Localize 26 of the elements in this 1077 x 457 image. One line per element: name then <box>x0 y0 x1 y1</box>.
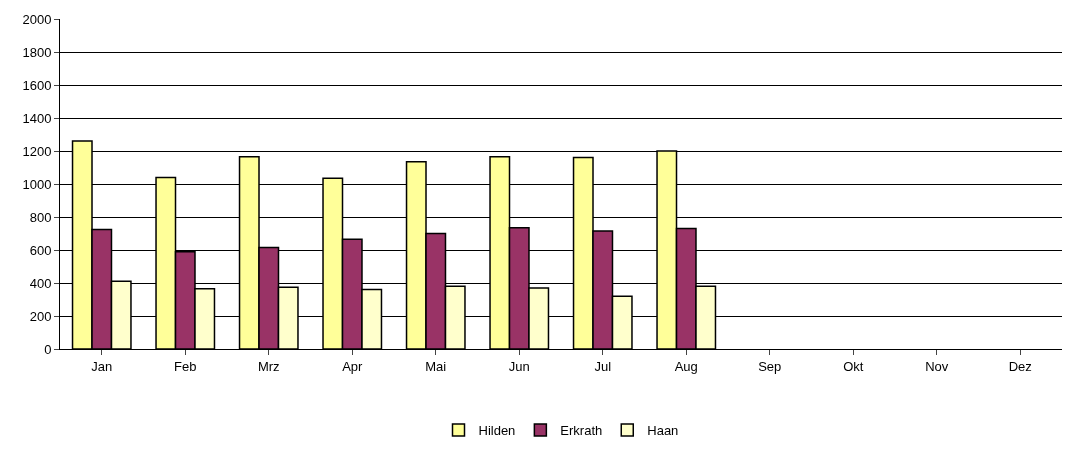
x-tick-label: Jun <box>508 358 530 374</box>
y-tick-label: 600 <box>29 242 52 258</box>
x-tick-label: Feb <box>174 358 197 374</box>
x-tick-label: Aug <box>674 358 698 374</box>
y-tick-label: 1400 <box>22 110 52 126</box>
x-tick-label: Dez <box>1008 358 1032 374</box>
x-tick-label: Jul <box>594 358 612 374</box>
x-tick-label: Jan <box>91 358 113 374</box>
legend-label: Erkrath <box>560 423 603 439</box>
x-tick-label: Nov <box>925 358 949 374</box>
x-tick-label: Mai <box>425 358 447 374</box>
x-tick-label: Mrz <box>257 358 280 374</box>
y-tick-label: 1600 <box>22 77 52 93</box>
y-tick-label: 2000 <box>22 11 52 27</box>
legend-label: Hilden <box>478 423 516 439</box>
x-tick-label: Sep <box>758 358 782 374</box>
y-tick-label: 1800 <box>22 44 52 60</box>
x-tick-label: Apr <box>342 358 364 374</box>
y-tick-label: 400 <box>29 275 52 291</box>
y-tick-label: 1200 <box>22 143 52 159</box>
y-tick-label: 1000 <box>22 176 52 192</box>
legend-label: Haan <box>647 423 679 439</box>
x-tick-label: Okt <box>843 358 864 374</box>
y-tick-label: 0 <box>44 341 52 357</box>
y-tick-label: 800 <box>29 209 52 225</box>
y-tick-label: 200 <box>29 308 52 324</box>
